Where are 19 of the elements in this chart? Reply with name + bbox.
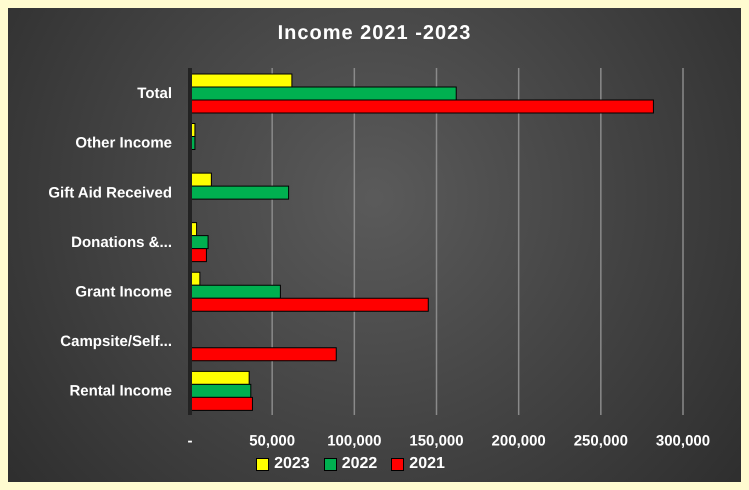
y-tick-label: Gift Aid Received xyxy=(48,184,172,202)
y-tick-label: Campsite/Self... xyxy=(60,332,172,350)
legend-label: 2021 xyxy=(409,455,445,473)
y-tick-label: Grant Income xyxy=(75,283,172,300)
chart-title: Income 2021 -2023 xyxy=(276,22,472,45)
y-tick-label: Other Income xyxy=(75,134,172,152)
x-tick-label: 300,000 xyxy=(656,432,710,450)
bar xyxy=(190,347,337,362)
x-tick-label: 250,000 xyxy=(574,432,628,450)
y-tick-label: Donations &... xyxy=(71,234,172,251)
x-tick-label: 100,000 xyxy=(327,432,382,450)
legend-label: 2023 xyxy=(274,455,310,473)
legend-label: 2022 xyxy=(342,455,378,473)
y-tick-label: Total xyxy=(137,85,172,102)
x-tick-label: 200,000 xyxy=(492,432,546,450)
x-tick-label: 150,000 xyxy=(409,432,464,450)
y-tick-label: Rental Income xyxy=(69,382,172,400)
x-tick-label: - xyxy=(188,432,192,450)
x-tick-label: 50,000 xyxy=(249,432,296,450)
